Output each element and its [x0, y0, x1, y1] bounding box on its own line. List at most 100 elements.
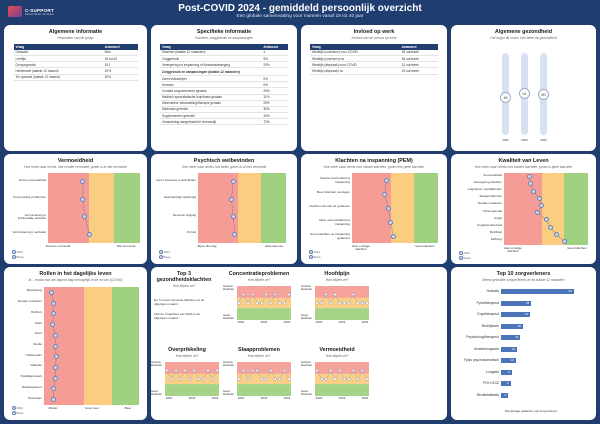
- trend-point: [320, 301, 324, 305]
- scale-item-label: Vermindering in lichamelijke activiteit: [17, 212, 46, 221]
- score-marker: [52, 364, 58, 370]
- panel-werk: Invloed op werk Invloed van de corona op…: [301, 25, 447, 151]
- trend-point: [255, 301, 259, 305]
- x-tick-label: 2023: [338, 396, 346, 400]
- chart-title: Concentratieproblemen: [228, 271, 290, 277]
- scale-item-label: Mobiliteit: [489, 230, 502, 235]
- score-marker: [526, 174, 532, 180]
- trend-point: [269, 368, 273, 372]
- scale-item-label: Sociale contacten: [17, 299, 42, 304]
- panel-pem: Klachten na inspanning (PEM) Hoe meer na…: [301, 154, 447, 264]
- chart-title: Slaapproblemen: [238, 347, 280, 353]
- legend-dot-icon: [159, 250, 163, 254]
- section-label: Zorggebruik en aanpassingen (laatste 12 …: [160, 67, 288, 76]
- kwaliteit-scale: [504, 173, 588, 245]
- scale-item-label: Studie: [33, 342, 42, 346]
- trend-point: [174, 368, 178, 372]
- bar: 12: [501, 358, 516, 363]
- axis-label-mid: Even veel: [85, 406, 99, 410]
- trend-zone: [237, 373, 291, 385]
- panel-subtitle: Hoe blijven ze?: [172, 284, 196, 288]
- panel-title: Kwaliteit van Leven: [498, 158, 549, 164]
- col-header: Antwoord: [102, 44, 138, 50]
- scale-item-label: Concentratie problemen: [12, 195, 46, 200]
- y-label-bottom: Geen klachten: [223, 389, 235, 397]
- bar-label: Fysiotherapeut: [476, 300, 499, 305]
- x-tick-label: 2022: [237, 320, 245, 324]
- score-marker: [535, 210, 541, 216]
- scale-item-label: Angst/somberheid: [477, 223, 502, 227]
- score-marker: [228, 196, 234, 202]
- score-zone: [541, 173, 565, 245]
- axis-label-left: Zeer ernstige klachten: [352, 244, 370, 252]
- score-zone: [237, 173, 262, 243]
- panel-title: Invloed op werk: [353, 29, 395, 35]
- trend-point: [251, 292, 255, 296]
- scale-item-label: Geen klachten na inspanning gebleven: [309, 232, 350, 240]
- bar: 24: [501, 312, 531, 317]
- panel-subtitle: Klachten, zorggebruik en aanpassingen: [195, 36, 253, 40]
- legend-item: 2024: [16, 250, 23, 254]
- specifieke-table: Vraag Antwoord Klachten (laatste 12 maand…: [160, 44, 288, 126]
- scale-item-label: Neerslachtig/ wanhopig: [163, 195, 196, 200]
- profile-line: [231, 181, 236, 235]
- logo-icon: [8, 6, 22, 17]
- panel-title: Klachten na inspanning (PEM): [335, 158, 413, 164]
- trend-point: [342, 301, 346, 305]
- panel-kwaliteit: Kwaliteit van Leven Hoe meer naar rechts…: [451, 154, 596, 264]
- legend-dot-icon: [309, 250, 313, 254]
- trend-point: [246, 301, 250, 305]
- scale-item-label: Huishouden: [25, 352, 42, 357]
- legend-item: 2024: [463, 251, 470, 255]
- score-marker: [230, 179, 236, 185]
- trend-point: [338, 301, 342, 305]
- table-row: Werktijd (voorheen) nu 36 uur/week: [310, 55, 438, 63]
- score-zone: [44, 287, 84, 405]
- scale-item-label: Cognitieve moeilijkheden: [467, 187, 502, 191]
- legend-dot-icon: [12, 250, 16, 254]
- legend: Beste: [12, 255, 24, 259]
- trend-point: [197, 377, 201, 381]
- trend-zone: [315, 286, 369, 298]
- scale-item-label: Sport: [34, 331, 42, 336]
- score-zone: [390, 173, 414, 243]
- score-knob[interactable]: 46: [500, 91, 511, 103]
- trend-point: [278, 301, 282, 305]
- trend-point: [365, 377, 369, 381]
- score-knob[interactable]: 50: [538, 88, 549, 100]
- bar-label: Revalidatiearts: [476, 392, 499, 397]
- table-row: Medicatie gebruikt 30%: [160, 106, 288, 114]
- y-label-bottom: Geen klachten: [301, 313, 313, 321]
- scale-item-label: Moeite met herstel na inspanning: [320, 176, 350, 184]
- table-row: Zorggebruik 5%: [160, 55, 288, 63]
- bar: 16: [501, 335, 521, 340]
- panel-klachten-trend: Top 3 gezondheidsklachten Hoe blijven ze…: [151, 267, 447, 420]
- score-zone: [89, 173, 115, 243]
- trend-zone: [237, 362, 291, 374]
- col-header: Vraag: [13, 44, 103, 50]
- trend-zone: [315, 308, 369, 320]
- legend-dot-icon: [159, 255, 163, 259]
- bar-label: Fysio psychosomatisch: [463, 358, 499, 362]
- panel-subtitle: Meest gebruikte zorgverleners in de laat…: [482, 278, 565, 282]
- chart-vermoeidheid: Vermoeidheid Hoe blijven ze? Gebrek klacht…: [301, 343, 373, 417]
- trend-point: [210, 377, 214, 381]
- legend: Beste: [12, 411, 24, 415]
- legend: 2024: [12, 406, 23, 410]
- logo: C-SUPPORT Samen verder na corona: [8, 6, 54, 17]
- bar-label: Longarts: [485, 369, 499, 374]
- header: C-SUPPORT Samen verder na corona Post-CO…: [0, 0, 600, 23]
- score-knob[interactable]: 51: [519, 87, 530, 99]
- trend-point: [188, 377, 192, 381]
- profile-line: [528, 176, 565, 242]
- legend-item: Beste: [16, 255, 24, 259]
- chart-subtitle: Hoe blijven ze?: [247, 354, 271, 358]
- table-row: Ter opname (laatste 12 maand) 20%: [13, 74, 138, 81]
- score-marker: [80, 179, 86, 185]
- score-zone: [198, 173, 238, 243]
- scale-item-label: Vermoeidheid: [483, 172, 502, 177]
- x-tick-label: 2022: [237, 396, 245, 400]
- trend-point: [324, 292, 328, 296]
- table-row: Werktijd (voorheen) voor COVID 36 uur/wee…: [310, 49, 438, 56]
- legend: 2024: [459, 251, 470, 255]
